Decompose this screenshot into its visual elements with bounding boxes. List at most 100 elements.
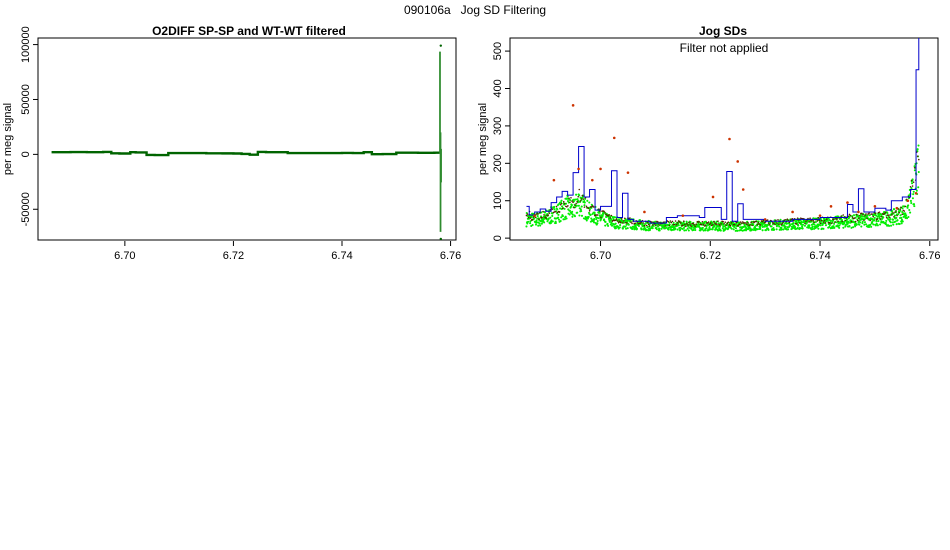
jog-sd-dark-point: [655, 224, 657, 227]
jog-sd-dark-point: [588, 210, 591, 212]
jog-sd-green-point: [658, 229, 661, 232]
jog-sd-green-point: [805, 221, 808, 224]
jog-sd-green-point: [873, 218, 876, 222]
jog-sd-green-point: [866, 214, 869, 217]
jog-sd-dark-point: [578, 188, 581, 191]
jog-sd-dark-point: [865, 213, 867, 215]
jog-sd-green-point: [817, 227, 820, 230]
jog-sd-green-point: [580, 214, 584, 217]
jog-sd-green-point: [553, 205, 556, 208]
jog-sd-dark-point: [742, 221, 744, 223]
jog-sd-green-point: [598, 211, 601, 214]
jog-sd-dark-point: [707, 221, 710, 223]
jog-sd-dark-point: [823, 219, 826, 222]
jog-sd-green-point: [707, 228, 711, 231]
jog-sd-green-point: [888, 224, 891, 227]
jog-sd-dark-point: [668, 224, 671, 227]
jog-sd-green-point: [715, 220, 718, 223]
jog-sd-green-point: [662, 225, 665, 228]
jog-sd-green-point: [819, 224, 822, 227]
jog-sd-dark-point: [695, 223, 698, 225]
jog-sd-dark-point: [582, 198, 585, 200]
y-tick-label-right: 300: [492, 117, 504, 135]
jog-sd-green-point: [603, 218, 606, 221]
jog-sd-dark-point: [854, 220, 857, 223]
jog-sd-green-point: [784, 225, 787, 228]
panel-title-right: Jog SDs: [699, 24, 747, 38]
jog-sd-green-point: [905, 214, 908, 217]
jog-sd-dark-point: [643, 224, 646, 227]
jog-sd-green-point: [901, 220, 904, 223]
jog-sd-green-point: [780, 228, 783, 231]
jog-sd-dark-point: [543, 213, 545, 216]
jog-sd-green-point: [863, 223, 866, 226]
jog-sd-dark-point: [891, 214, 893, 216]
jog-sd-dark-point: [735, 221, 738, 224]
jog-sd-green-point: [773, 228, 776, 231]
jog-sd-dark-point: [631, 222, 633, 225]
x-tick-label-right: 6.74: [809, 250, 830, 262]
jog-sd-green-point: [692, 228, 695, 231]
jog-sd-dark-point: [678, 221, 681, 223]
jog-sd-green-point: [606, 222, 609, 226]
jog-sd-dark-point: [569, 201, 571, 204]
jog-sd-dark-point: [679, 222, 682, 224]
jog-sd-green-point: [699, 221, 702, 224]
jog-sd-green-point: [735, 223, 738, 226]
jog-sd-green-point: [858, 219, 861, 223]
jog-sd-green-point: [917, 144, 920, 147]
jog-sd-green-point: [681, 227, 684, 231]
jog-sd-green-point: [610, 222, 613, 225]
jog-sd-green-point: [892, 223, 895, 226]
jog-sd-green-point: [879, 223, 882, 226]
jog-sd-green-point: [577, 204, 580, 207]
jog-sd-dark-point: [689, 224, 691, 226]
jog-sd-green-point: [564, 215, 567, 218]
jog-sd-green-point: [782, 228, 785, 231]
jog-sd-green-point: [835, 221, 838, 224]
jog-sd-green-point: [868, 225, 871, 229]
jog-sd-dark-point: [571, 200, 573, 202]
jog-sd-outlier-point: [829, 205, 833, 208]
jog-sd-outlier-point: [728, 137, 731, 141]
jog-sd-green-point: [640, 228, 643, 231]
jog-sd-green-point: [637, 224, 640, 228]
jog-sd-green-point: [789, 224, 792, 227]
jog-sd-dark-point: [894, 211, 896, 214]
jog-sd-dark-point: [568, 197, 570, 199]
jog-sd-dark-point: [724, 221, 727, 223]
jog-sd-green-point: [896, 213, 900, 216]
jog-sd-dark-point: [912, 181, 915, 184]
jog-sd-green-point: [566, 200, 570, 203]
jog-sd-dark-point: [809, 217, 811, 220]
jog-sd-dark-point: [587, 207, 590, 210]
jog-sd-green-point: [571, 215, 574, 218]
jog-sd-dark-point: [868, 212, 870, 215]
x-tick-label-left: 6.74: [331, 250, 352, 262]
y-tick-label-right: 500: [492, 42, 504, 60]
jog-sd-green-point: [831, 227, 834, 230]
jog-sd-dark-point: [729, 224, 732, 227]
jog-sd-dark-point: [607, 215, 610, 217]
jog-sd-green-point: [812, 217, 815, 220]
jog-sd-green-point: [833, 226, 836, 229]
jog-sd-green-point: [811, 225, 814, 228]
jog-sd-green-point: [557, 213, 560, 216]
jog-sd-green-point: [540, 211, 543, 214]
jog-sd-dark-point: [620, 218, 623, 220]
jog-sd-green-point: [800, 221, 803, 224]
jog-sd-dark-point: [555, 205, 558, 208]
jog-sd-dark-point: [778, 223, 780, 226]
jog-sd-dark-point: [905, 198, 908, 201]
jog-sd-dark-point: [574, 204, 576, 207]
jog-sd-green-point: [604, 224, 607, 227]
jog-sd-green-point: [540, 222, 543, 225]
y-axis-label-left: per meg signal: [2, 103, 14, 175]
jog-sd-dark-point: [725, 224, 728, 227]
jog-sd-green-point: [593, 211, 596, 214]
jog-sd-dark-point: [900, 206, 902, 209]
jog-sd-green-point: [839, 222, 842, 225]
jog-sd-green-point: [578, 214, 581, 217]
jog-sd-dark-point: [663, 221, 665, 223]
